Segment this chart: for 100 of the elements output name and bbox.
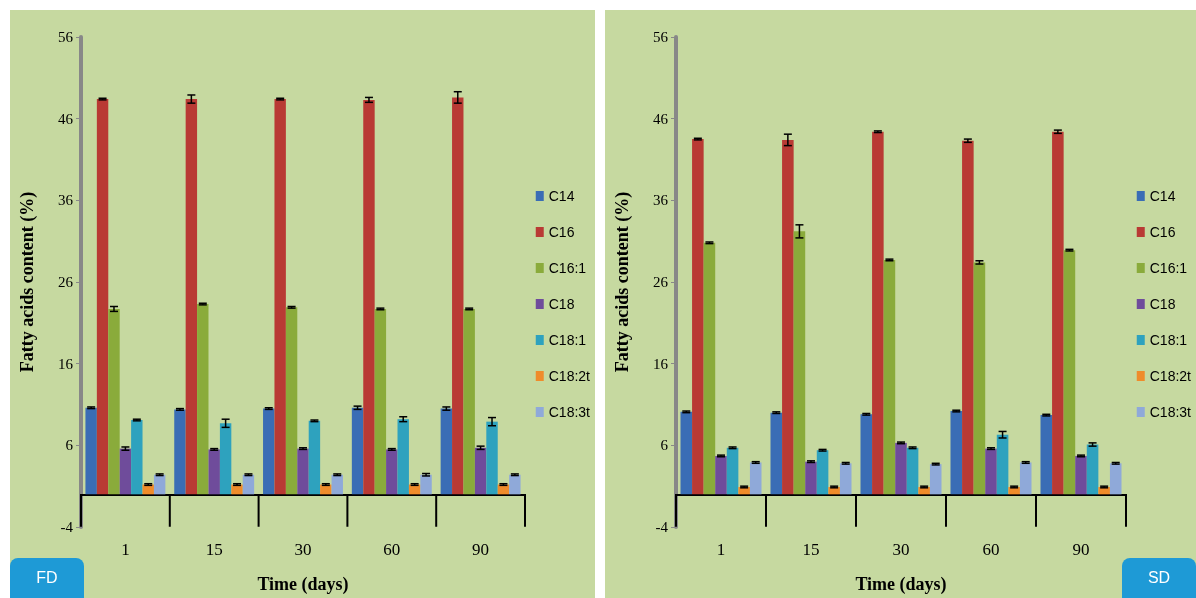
bar [320,484,332,495]
x-tick-label: 30 [892,540,910,559]
bar [973,262,986,495]
bar [463,308,475,495]
bar [174,409,186,495]
y-tick-label: 36 [58,192,74,209]
bar [1052,131,1064,495]
bar [374,308,387,495]
bar [440,408,453,495]
bar [782,139,794,495]
bar [331,474,343,495]
y-tick-label: -4 [60,519,74,535]
legend-label: C14 [1149,188,1176,204]
bar [726,447,739,495]
y-tick-label: 36 [653,192,669,209]
bar [805,461,817,495]
x-tick-label: 1 [121,540,130,559]
x-axis-title: Time (days) [855,574,947,595]
bar [816,450,829,495]
bar [996,434,1009,495]
bar [351,407,364,495]
bar [839,463,852,495]
bar [85,407,97,495]
x-tick-label: 90 [1072,540,1090,559]
y-tick-label: 16 [58,355,74,372]
x-tick-label: 15 [205,540,223,559]
legend-label: C18:3t [1149,404,1192,420]
bar [197,304,209,495]
x-tick-label: 90 [472,540,490,559]
y-tick-label: 16 [653,355,669,372]
bar [715,455,727,495]
bar [872,131,884,495]
bar [420,474,432,495]
bar [509,474,521,495]
legend-label: C18:3t [548,404,591,420]
x-tick-label: 15 [802,540,820,559]
bar [308,420,321,495]
legend-label: C18:1 [548,332,587,348]
bar [297,448,309,495]
legend-label: C18:1 [1149,332,1188,348]
bar [962,140,974,495]
legend-label: C18:2t [548,368,591,384]
text: FD [10,558,84,598]
bar [749,462,762,495]
bar [680,411,693,495]
bar [363,99,375,495]
y-tick-label: 6 [65,437,74,454]
bar [692,139,704,495]
x-axis-title: Time (days) [257,574,349,595]
y-axis-title: Fatty acids content (%) [17,191,38,373]
bar [1019,462,1032,495]
bar [1109,463,1122,495]
bar [895,442,907,495]
bar [386,449,398,495]
bar [883,259,896,495]
bar [1040,415,1053,495]
y-tick-label: 26 [58,274,74,290]
legend-label: C18 [548,296,575,312]
x-tick-label: 30 [294,540,312,559]
bar [474,447,487,495]
legend-label: C16:1 [1149,260,1188,276]
bar [108,308,120,495]
bar [1075,455,1087,495]
bar [263,408,275,495]
y-tick-label: 46 [653,110,669,127]
bar [131,420,143,495]
bar [285,307,298,495]
bar [153,474,166,495]
legend-label: C18:2t [1149,368,1192,384]
bar [119,448,132,495]
bar [219,423,232,495]
bar [793,231,806,495]
y-tick-label: 46 [58,110,74,127]
y-tick-label: 26 [653,274,669,290]
legend-label: C16:1 [548,260,587,276]
text: SD [1122,558,1196,598]
bar [929,464,942,495]
y-tick-label: 56 [58,29,74,45]
bar [703,242,716,495]
y-tick-label: 6 [660,437,669,454]
bar [1086,444,1099,495]
legend-label: C16 [1149,224,1176,240]
bar [770,412,783,495]
bar [231,484,243,495]
y-axis-title: Fatty acids content (%) [612,191,633,373]
bar [486,421,498,495]
x-tick-label: 60 [982,540,1000,559]
bar [860,414,873,495]
bar [906,447,919,495]
bar [985,448,997,495]
bar [274,99,286,495]
bar [242,474,255,495]
bar [96,99,109,495]
legend-label: C16 [548,224,575,240]
bar [1063,250,1076,495]
bar [950,411,963,495]
legend-label: C18 [1149,296,1176,312]
x-tick-label: 1 [716,540,726,559]
y-tick-label: 56 [653,29,669,45]
bar [208,449,220,495]
